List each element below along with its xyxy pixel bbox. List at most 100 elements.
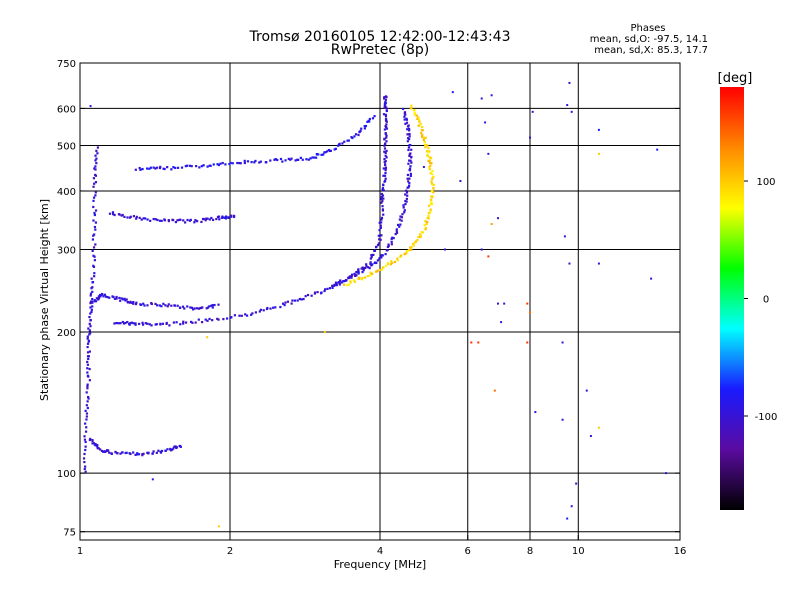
data-point xyxy=(384,151,387,155)
data-point xyxy=(300,298,303,301)
data-point xyxy=(159,323,162,326)
data-point xyxy=(201,306,204,309)
data-point xyxy=(182,322,185,325)
data-point xyxy=(96,146,100,149)
data-point xyxy=(130,301,134,304)
data-point xyxy=(279,305,282,309)
data-point xyxy=(91,442,94,445)
data-point xyxy=(204,219,207,222)
data-point xyxy=(366,275,370,278)
data-point xyxy=(189,306,192,309)
data-point xyxy=(404,113,407,116)
data-point xyxy=(287,157,290,161)
data-point xyxy=(167,303,170,306)
data-point xyxy=(385,249,388,252)
data-point xyxy=(137,453,141,456)
data-point xyxy=(362,269,365,272)
data-point xyxy=(209,164,212,167)
data-point xyxy=(89,294,92,297)
data-point xyxy=(369,274,372,277)
data-point xyxy=(417,124,420,127)
data-point xyxy=(426,221,429,224)
data-point xyxy=(382,213,385,216)
data-point xyxy=(254,311,257,314)
data-point xyxy=(124,299,127,302)
data-point xyxy=(376,269,379,272)
data-point xyxy=(477,341,480,344)
data-point xyxy=(92,246,96,249)
data-point xyxy=(88,438,91,442)
data-point xyxy=(358,131,361,134)
data-point xyxy=(182,320,185,323)
data-point xyxy=(403,115,406,118)
data-point xyxy=(136,452,139,455)
data-point xyxy=(91,297,94,301)
colorbar-tick-label: -100 xyxy=(755,412,778,423)
data-point xyxy=(418,120,421,123)
data-point xyxy=(141,323,145,326)
data-point xyxy=(373,249,376,253)
data-point xyxy=(366,120,369,123)
data-point xyxy=(350,273,354,276)
data-point xyxy=(409,159,412,162)
data-point xyxy=(405,191,409,194)
data-point xyxy=(589,435,592,438)
data-point xyxy=(420,132,423,135)
data-point xyxy=(409,143,412,147)
data-point xyxy=(259,308,262,311)
data-point xyxy=(408,127,411,130)
data-point xyxy=(367,119,370,123)
data-point xyxy=(313,291,317,294)
data-point xyxy=(228,162,231,166)
data-point xyxy=(194,321,197,324)
data-point xyxy=(98,293,102,297)
data-point xyxy=(250,313,253,316)
data-point xyxy=(86,363,89,366)
data-point xyxy=(320,153,323,156)
data-point xyxy=(92,177,96,180)
data-point xyxy=(240,314,243,317)
data-point xyxy=(380,218,383,221)
data-point xyxy=(404,199,407,203)
data-point xyxy=(94,159,97,162)
data-point xyxy=(296,299,299,302)
data-point xyxy=(96,445,99,448)
data-point xyxy=(369,262,372,265)
data-point xyxy=(89,292,93,295)
data-point xyxy=(353,272,356,275)
data-point xyxy=(283,303,286,307)
data-point xyxy=(93,259,96,262)
data-point xyxy=(99,448,102,451)
data-point xyxy=(89,105,92,108)
data-point xyxy=(91,286,94,289)
data-point xyxy=(404,252,407,255)
data-point xyxy=(269,307,272,310)
data-point xyxy=(357,270,360,273)
y-tick-label: 400 xyxy=(57,187,76,198)
data-point xyxy=(424,136,427,139)
grid-lines xyxy=(80,63,680,540)
data-point xyxy=(144,322,147,325)
data-point xyxy=(205,307,208,310)
data-point xyxy=(84,465,87,468)
data-point xyxy=(92,199,95,202)
data-point xyxy=(134,322,137,325)
data-point xyxy=(258,310,261,313)
data-point xyxy=(86,383,89,386)
data-point xyxy=(408,177,411,180)
data-point xyxy=(357,269,360,272)
data-point xyxy=(163,219,167,222)
data-point xyxy=(85,426,88,429)
data-point xyxy=(156,218,159,222)
data-point xyxy=(134,303,138,306)
data-point xyxy=(276,158,279,162)
data-point xyxy=(94,300,98,303)
data-point xyxy=(218,218,221,221)
data-point xyxy=(378,228,381,232)
data-point xyxy=(326,150,329,153)
data-point xyxy=(416,117,419,121)
data-point xyxy=(89,306,92,309)
data-point xyxy=(387,243,390,246)
data-point xyxy=(86,342,90,345)
data-point xyxy=(159,451,163,454)
